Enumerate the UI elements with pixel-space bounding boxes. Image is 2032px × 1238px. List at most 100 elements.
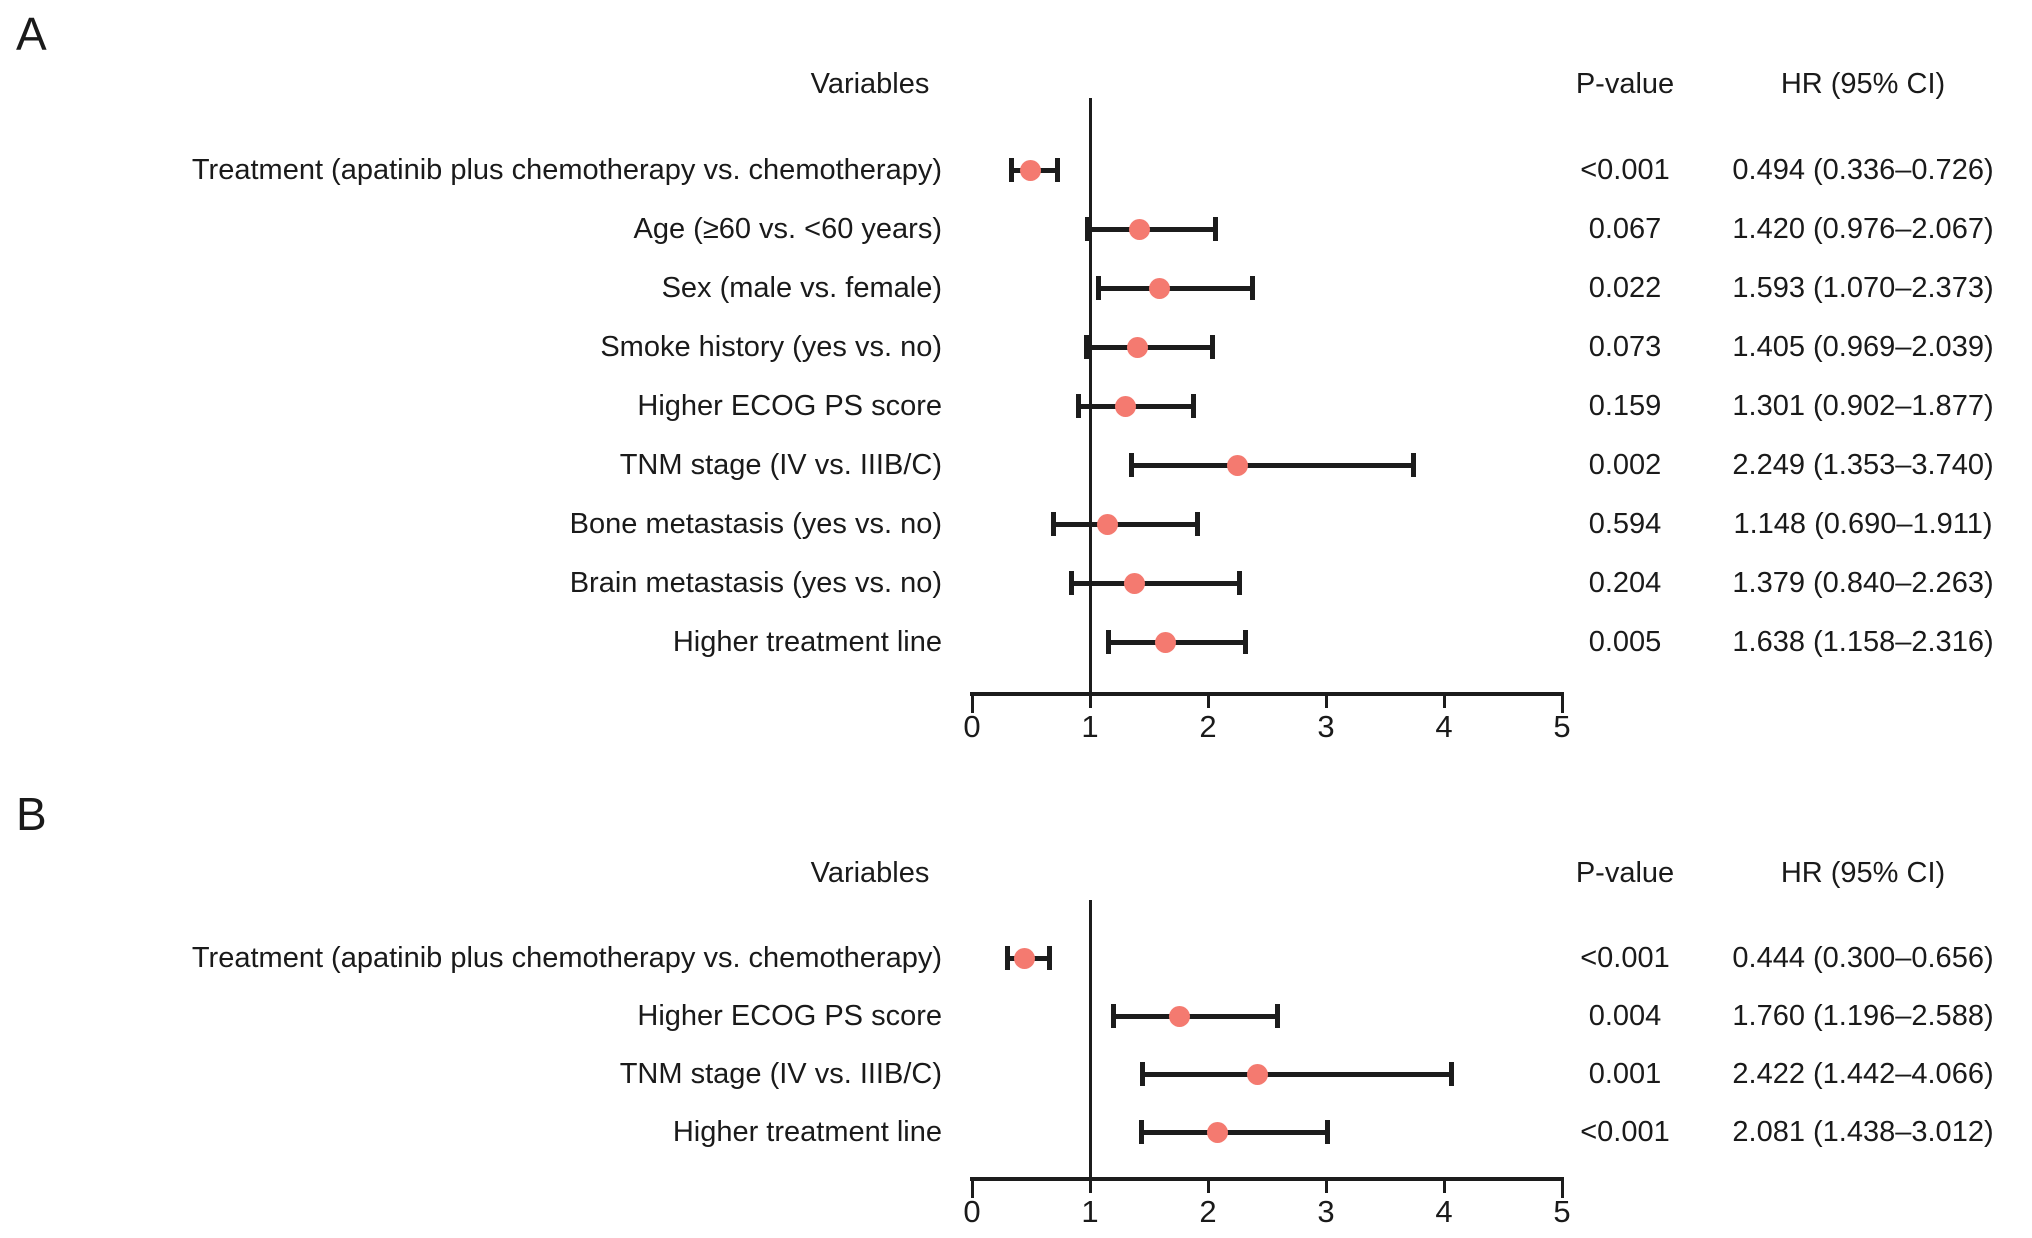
panel-b-x-tick-label: 3 bbox=[1317, 1194, 1335, 1229]
panel-a-hr-ci-value: 1.379 (0.840–2.263) bbox=[1732, 567, 1994, 599]
panel-b-p-value: <0.001 bbox=[1580, 942, 1670, 974]
panel-a-ci-line bbox=[1087, 226, 1216, 232]
panel-a-ci-line bbox=[1071, 580, 1240, 586]
panel-a-ci-cap-left bbox=[1095, 276, 1101, 300]
panel-b-hr-dot bbox=[1013, 947, 1035, 969]
panel-b-ci-cap-left bbox=[1004, 946, 1010, 970]
panel-b-row-label: Higher treatment line bbox=[672, 1116, 942, 1148]
panel-b-ci-cap-right bbox=[1324, 1120, 1330, 1144]
panel-a-p-value: 0.005 bbox=[1588, 626, 1662, 658]
panel-a-row-label: Higher ECOG PS score bbox=[637, 390, 942, 422]
panel-a-hr-ci-value: 1.148 (0.690–1.911) bbox=[1733, 508, 1993, 540]
panel-b-ci-cap-left bbox=[1110, 1004, 1116, 1028]
panel-b-x-axis-tick bbox=[1560, 1180, 1564, 1198]
panel-a-hr-ci-value: 1.638 (1.158–2.316) bbox=[1732, 626, 1994, 658]
panel-a-x-tick-label: 1 bbox=[1081, 709, 1099, 744]
panel-a-x-axis-tick bbox=[1324, 695, 1328, 708]
panel-a-hr-dot bbox=[1124, 572, 1146, 594]
panel-a-ci-cap-right bbox=[1210, 335, 1216, 359]
panel-b-reference-line bbox=[1088, 900, 1092, 1181]
panel-a-row-label: Higher treatment line bbox=[672, 626, 942, 658]
panel-a-ci-cap-right bbox=[1242, 630, 1248, 654]
panel-a-hr-header: HR (95% CI) bbox=[1780, 68, 1946, 100]
panel-a-row-label: TNM stage (IV vs. IIIB/C) bbox=[619, 449, 942, 481]
panel-a-hr-dot bbox=[1019, 159, 1041, 181]
panel-a-p-value: <0.001 bbox=[1580, 154, 1670, 186]
panel-b-pvalue-header: P-value bbox=[1575, 857, 1675, 889]
panel-b-ci-cap-left bbox=[1139, 1120, 1145, 1144]
panel-a-ci-line bbox=[1086, 344, 1213, 350]
panel-a-hr-ci-value: 0.494 (0.336–0.726) bbox=[1732, 154, 1994, 186]
panel-a-x-axis-tick bbox=[1442, 695, 1446, 708]
panel-b-hr-ci-value: 0.444 (0.300–0.656) bbox=[1732, 942, 1994, 974]
panel-b-x-axis-tick bbox=[970, 1180, 974, 1198]
panel-a-row-label: Treatment (apatinib plus chemotherapy vs… bbox=[191, 154, 942, 186]
panel-a-hr-dot bbox=[1154, 631, 1176, 653]
panel-a-hr-ci-value: 1.420 (0.976–2.067) bbox=[1732, 213, 1994, 245]
panel-a-ci-cap-left bbox=[1009, 158, 1015, 182]
panel-a-ci-cap-right bbox=[1055, 158, 1061, 182]
panel-b-ci-line bbox=[1141, 1129, 1328, 1135]
panel-a-p-value: 0.159 bbox=[1588, 390, 1662, 422]
panel-a-row-label: Bone metastasis (yes vs. no) bbox=[569, 508, 942, 540]
panel-a-ci-cap-right bbox=[1190, 394, 1196, 418]
panel-b-ci-line bbox=[1113, 1013, 1278, 1019]
panel-a-hr-ci-value: 1.405 (0.969–2.039) bbox=[1732, 331, 1994, 363]
panel-a-ci-cap-left bbox=[1050, 512, 1056, 536]
panel-a-ci-cap-right bbox=[1194, 512, 1200, 536]
panel-a-p-value: 0.594 bbox=[1588, 508, 1662, 540]
panel-b-hr-ci-value: 1.760 (1.196–2.588) bbox=[1732, 1000, 1994, 1032]
panel-a-x-axis-tick bbox=[1560, 695, 1564, 713]
panel-a-x-tick-label: 2 bbox=[1199, 709, 1217, 744]
panel-a-ci-line bbox=[1098, 285, 1252, 291]
panel-b-hr-dot bbox=[1169, 1005, 1191, 1027]
panel-a-hr-ci-value: 1.593 (1.070–2.373) bbox=[1732, 272, 1994, 304]
panel-a-ci-cap-left bbox=[1075, 394, 1081, 418]
panel-a-hr-ci-value: 2.249 (1.353–3.740) bbox=[1732, 449, 1994, 481]
panel-a-row-label: Sex (male vs. female) bbox=[661, 272, 942, 304]
panel-a-ci-line bbox=[1053, 521, 1198, 527]
panel-a-ci-cap-left bbox=[1084, 217, 1090, 241]
panel-b-x-tick-label: 2 bbox=[1199, 1194, 1217, 1229]
panel-a-ci-cap-left bbox=[1106, 630, 1112, 654]
panel-b-x-tick-label: 5 bbox=[1553, 1194, 1571, 1229]
panel-a-hr-dot bbox=[1226, 454, 1248, 476]
panel-a-ci-cap-right bbox=[1249, 276, 1255, 300]
panel-b-ci-cap-right bbox=[1449, 1062, 1455, 1086]
panel-a-hr-dot bbox=[1115, 395, 1137, 417]
panel-b-x-axis-tick bbox=[1442, 1180, 1446, 1193]
panel-b-x-tick-label: 0 bbox=[963, 1194, 981, 1229]
panel-a-p-value: 0.002 bbox=[1588, 449, 1662, 481]
panel-b-ci-cap-left bbox=[1139, 1062, 1145, 1086]
panel-b-x-axis-tick bbox=[1324, 1180, 1328, 1193]
panel-b-hr-ci-value: 2.081 (1.438–3.012) bbox=[1732, 1116, 1994, 1148]
panel-a-reference-line bbox=[1088, 98, 1092, 696]
panel-a-p-value: 0.204 bbox=[1588, 567, 1662, 599]
panel-a-row-label: Age (≥60 vs. <60 years) bbox=[633, 213, 942, 245]
panel-b-hr-ci-value: 2.422 (1.442–4.066) bbox=[1732, 1058, 1994, 1090]
panel-a-x-tick-label: 5 bbox=[1553, 709, 1571, 744]
panel-a-ci-cap-left bbox=[1083, 335, 1089, 359]
panel-a-x-tick-label: 4 bbox=[1435, 709, 1453, 744]
panel-a-hr-dot bbox=[1149, 277, 1171, 299]
panel-b-p-value: <0.001 bbox=[1580, 1116, 1670, 1148]
panel-b-ci-line bbox=[1142, 1071, 1452, 1077]
panel-a-letter: A bbox=[16, 8, 47, 60]
panel-b-p-value: 0.004 bbox=[1588, 1000, 1662, 1032]
panel-a-ci-cap-left bbox=[1068, 571, 1074, 595]
panel-a-x-axis-tick bbox=[1206, 695, 1210, 708]
panel-b-row-label: Treatment (apatinib plus chemotherapy vs… bbox=[191, 942, 942, 974]
panel-a-ci-cap-right bbox=[1410, 453, 1416, 477]
panel-a-x-axis-line bbox=[970, 692, 1564, 696]
panel-a-p-value: 0.067 bbox=[1588, 213, 1662, 245]
panel-a-p-value: 0.073 bbox=[1588, 331, 1662, 363]
panel-b-hr-header: HR (95% CI) bbox=[1780, 857, 1946, 889]
panel-a-row-label: Brain metastasis (yes vs. no) bbox=[569, 567, 942, 599]
panel-a-ci-line bbox=[1108, 639, 1246, 645]
panel-a-ci-cap-right bbox=[1213, 217, 1219, 241]
panel-b-x-axis-tick bbox=[1088, 1180, 1092, 1193]
panel-a-hr-dot bbox=[1096, 513, 1118, 535]
panel-b-variables-header: Variables bbox=[810, 857, 930, 889]
panel-a-hr-ci-value: 1.301 (0.902–1.877) bbox=[1732, 390, 1994, 422]
